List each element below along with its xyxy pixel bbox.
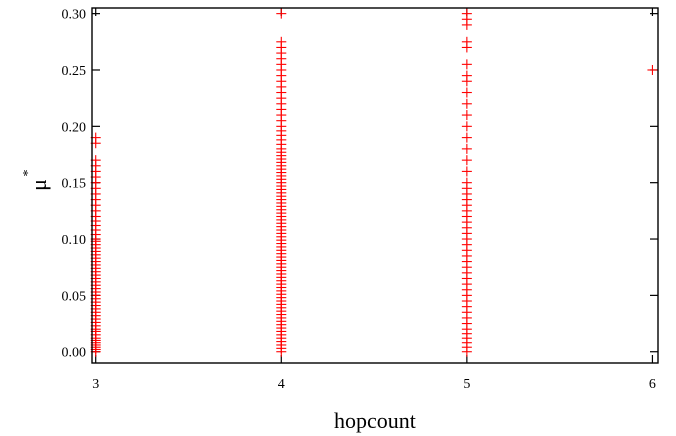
y-tick-label: 0.25 — [62, 64, 87, 79]
x-tick-label: 5 — [463, 377, 470, 392]
data-point-plus — [461, 143, 472, 154]
data-point-plus — [461, 98, 472, 109]
data-point-plus — [461, 132, 472, 143]
data-point-plus — [461, 177, 472, 188]
data-points — [90, 8, 658, 357]
data-point-plus — [461, 166, 472, 177]
y-axis-title: μ * — [21, 170, 51, 191]
y-tick-label: 0.00 — [62, 346, 87, 361]
x-tick-label: 6 — [649, 377, 656, 392]
y-tick-label: 0.10 — [62, 233, 87, 248]
data-point-plus — [461, 36, 472, 47]
data-point-plus — [461, 59, 472, 70]
y-axis-title-superscript: * — [21, 170, 36, 177]
y-tick-label: 0.20 — [62, 120, 87, 135]
data-point-plus — [461, 87, 472, 98]
data-point-plus — [276, 36, 287, 47]
tick-marks — [92, 8, 658, 363]
y-tick-label: 0.30 — [62, 8, 87, 23]
data-point-plus — [461, 121, 472, 132]
x-axis-title: hopcount — [334, 408, 416, 433]
data-point-plus — [276, 8, 287, 19]
plot-frame — [91, 7, 659, 364]
data-point-plus — [461, 155, 472, 166]
tick-labels: 3 4 5 6 0.00 0.05 0.10 0.15 0.20 0.25 0.30 — [62, 8, 656, 392]
data-point-plus — [461, 110, 472, 121]
y-tick-label: 0.05 — [62, 289, 87, 304]
x-tick-label: 4 — [278, 377, 285, 392]
y-tick-label: 0.15 — [62, 177, 87, 192]
x-tick-label: 3 — [92, 377, 99, 392]
data-point-plus — [461, 8, 472, 19]
y-axis-title-text: μ — [26, 179, 51, 191]
data-point-plus — [461, 70, 472, 81]
data-point-plus — [647, 64, 658, 75]
